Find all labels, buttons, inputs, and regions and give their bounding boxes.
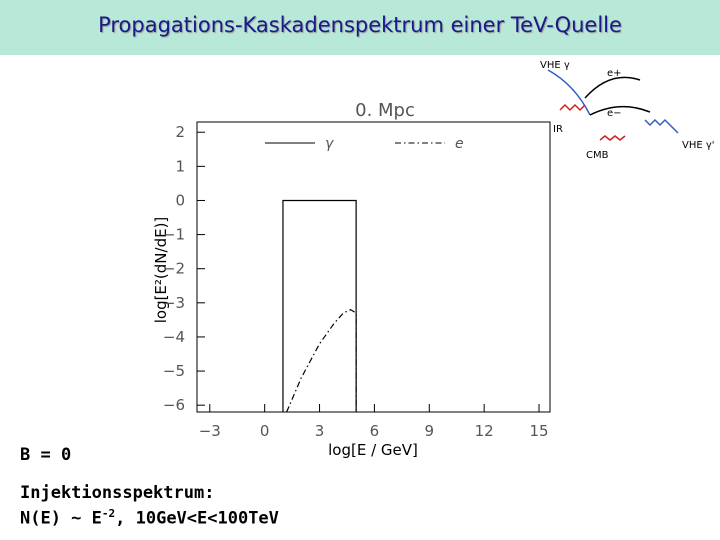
y-tick-label: 0 (175, 191, 185, 209)
diagram-label: CMB (586, 150, 609, 161)
diagram-label: VHE γ' (682, 140, 715, 151)
diagram-label: VHE γ (540, 60, 570, 71)
x-tick-label: −3 (199, 422, 221, 440)
formula: N(E) ~ E (20, 508, 102, 529)
x-tick-label: 0 (260, 422, 270, 440)
y-axis-label: log[E²(dN/dE)] (152, 217, 170, 324)
exponent: -2 (101, 507, 116, 520)
plot-frame (196, 121, 551, 413)
field-label: B = 0 (20, 445, 72, 465)
injection-heading: Injektionsspektrum: (20, 483, 215, 503)
y-tick-label: −6 (163, 396, 185, 414)
arrow (547, 69, 591, 116)
x-tick-label: 6 (370, 422, 380, 440)
series-line (286, 308, 357, 413)
y-tick-label: −4 (163, 328, 185, 346)
x-tick-label: 12 (475, 422, 494, 440)
diagram-label: IR (553, 124, 563, 135)
x-axis-label: log[E / GeV] (328, 441, 418, 459)
wave (644, 118, 679, 134)
x-tick-label: 15 (529, 422, 548, 440)
series-line (282, 199, 357, 412)
diagram (547, 69, 679, 141)
legend-label: e (455, 136, 464, 152)
diagram-label: e− (607, 108, 622, 119)
y-tick-label: −2 (163, 260, 185, 278)
y-tick-label: −5 (163, 362, 185, 380)
wave (599, 135, 626, 141)
injection-line: N(E) ~ E-2, 10GeV<E<100TeV (20, 507, 279, 529)
wave (559, 103, 586, 112)
legend-label: γ (325, 136, 334, 152)
diagram-label: e+ (607, 68, 622, 79)
y-tick-label: 1 (175, 157, 185, 175)
chart-title: 0. Mpc (355, 100, 415, 121)
x-tick-label: 3 (315, 422, 325, 440)
x-tick-label: 9 (425, 422, 435, 440)
y-tick-label: −3 (163, 294, 185, 312)
y-tick-label: −1 (163, 226, 185, 244)
y-tick-label: 2 (175, 123, 185, 141)
range: , 10GeV<E<100TeV (115, 508, 279, 529)
slide-title: Propagations-Kaskadenspektrum einer TeV-… (98, 13, 622, 37)
title-bar: Propagations-Kaskadenspektrum einer TeV-… (0, 0, 720, 55)
arrow (589, 106, 651, 116)
arrow (584, 76, 641, 99)
